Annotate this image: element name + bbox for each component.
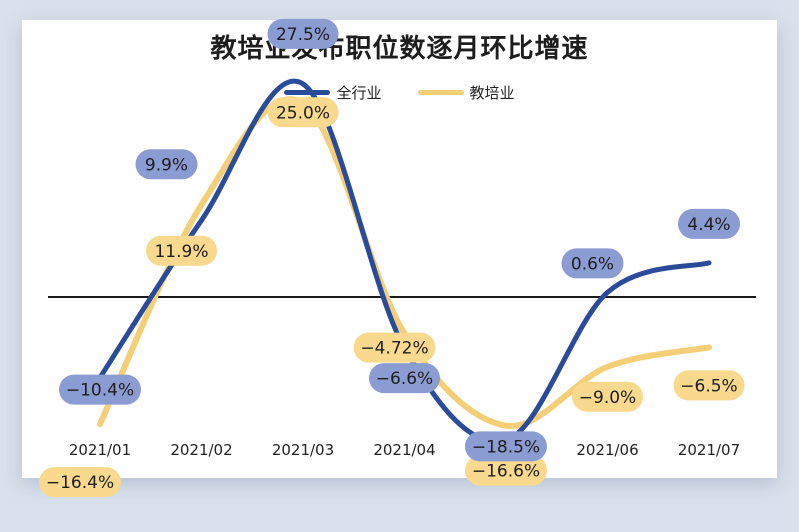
data-label-all-industries: −10.4% bbox=[66, 381, 134, 401]
x-tick-label: 2021/03 bbox=[272, 441, 334, 459]
legend-swatch-education bbox=[417, 90, 464, 95]
data-label-education-pill bbox=[146, 235, 217, 266]
legend-item-education: 教培业 bbox=[417, 82, 515, 103]
data-label-education-pill bbox=[465, 455, 547, 486]
data-label-education: 11.9% bbox=[154, 242, 208, 262]
data-label-all-industries: 27.5% bbox=[276, 25, 330, 45]
legend-item-all-industries: 全行业 bbox=[284, 82, 382, 103]
legend-swatch-all-industries bbox=[284, 90, 331, 95]
data-label-all-industries-pill bbox=[135, 149, 198, 180]
x-tick-label: 2021/07 bbox=[678, 441, 740, 459]
data-label-education-pill bbox=[39, 467, 121, 498]
data-label-education: −4.72% bbox=[360, 339, 428, 359]
x-tick-label: 2021/01 bbox=[69, 441, 131, 459]
data-label-all-industries-pill bbox=[267, 18, 339, 49]
data-label-all-industries: 4.4% bbox=[687, 215, 730, 235]
data-label-all-industries: 0.6% bbox=[571, 254, 614, 274]
data-label-all-industries-pill bbox=[561, 248, 624, 279]
x-tick-label: 2021/02 bbox=[170, 441, 232, 459]
data-label-all-industries-pill bbox=[59, 374, 141, 405]
data-label-all-industries-pill bbox=[465, 431, 547, 462]
data-label-education: −16.6% bbox=[472, 462, 540, 482]
legend-label-education: 教培业 bbox=[469, 84, 515, 102]
data-label-all-industries-pill bbox=[369, 363, 440, 394]
data-label-education: −16.4% bbox=[46, 473, 114, 493]
data-label-education: −9.0% bbox=[579, 388, 636, 408]
data-label-all-industries: 9.9% bbox=[145, 155, 188, 175]
data-label-education: −6.5% bbox=[680, 376, 737, 396]
x-tick-label: 2021/06 bbox=[576, 441, 638, 459]
data-label-education: 25.0% bbox=[276, 103, 330, 123]
data-label-education-pill bbox=[673, 370, 745, 401]
data-label-all-industries: −6.6% bbox=[376, 369, 433, 389]
data-label-education-pill bbox=[353, 332, 436, 363]
data-label-all-industries: −18.5% bbox=[472, 437, 540, 457]
data-label-all-industries-pill bbox=[678, 208, 740, 239]
legend: 全行业 教培业 bbox=[0, 82, 799, 103]
x-tick-label: 2021/04 bbox=[373, 441, 435, 459]
legend-label-all-industries: 全行业 bbox=[336, 84, 382, 102]
data-label-education-pill bbox=[572, 381, 643, 412]
data-label-education-pill bbox=[267, 97, 339, 128]
series-line-all-industries bbox=[97, 78, 712, 445]
